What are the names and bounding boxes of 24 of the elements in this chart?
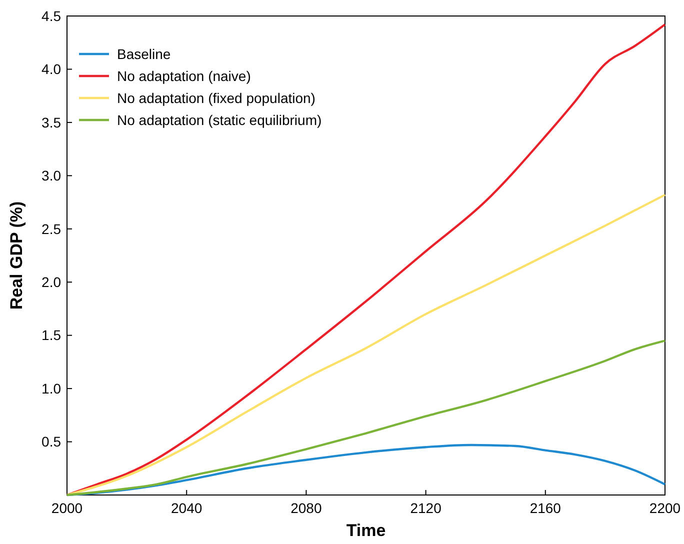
legend-label: No adaptation (static equilibrium) [117, 112, 322, 128]
y-tick-label: 3.0 [42, 168, 62, 184]
y-tick-label: 2.5 [42, 220, 62, 237]
y-tick-label: 1.5 [42, 327, 62, 344]
y-axis-title: Real GDP (%) [7, 201, 26, 310]
line-series [66, 194, 666, 496]
y-tick-label: 4.0 [42, 61, 62, 78]
x-tick-label: 2040 [171, 500, 202, 516]
legend-label: No adaptation (naive) [117, 68, 251, 84]
x-axis-title: Time [346, 521, 386, 540]
y-tick-label: 0.5 [42, 434, 62, 450]
legend-label: Baseline [117, 46, 171, 62]
x-tick-label: 2000 [51, 500, 83, 516]
y-tick-label: 4.5 [42, 8, 62, 24]
y-tick-label: 3.5 [42, 114, 62, 130]
y-tick-label: 2.0 [42, 274, 62, 290]
line-series [66, 340, 666, 496]
x-tick-label: 2160 [530, 500, 562, 516]
y-tick-label: 1.0 [42, 380, 62, 396]
x-tick-label: 2200 [649, 500, 681, 516]
legend-label: No adaptation (fixed population) [117, 90, 316, 106]
x-tick-label: 2080 [290, 500, 322, 516]
x-tick-label: 2120 [410, 500, 442, 516]
line-series [66, 23, 666, 496]
